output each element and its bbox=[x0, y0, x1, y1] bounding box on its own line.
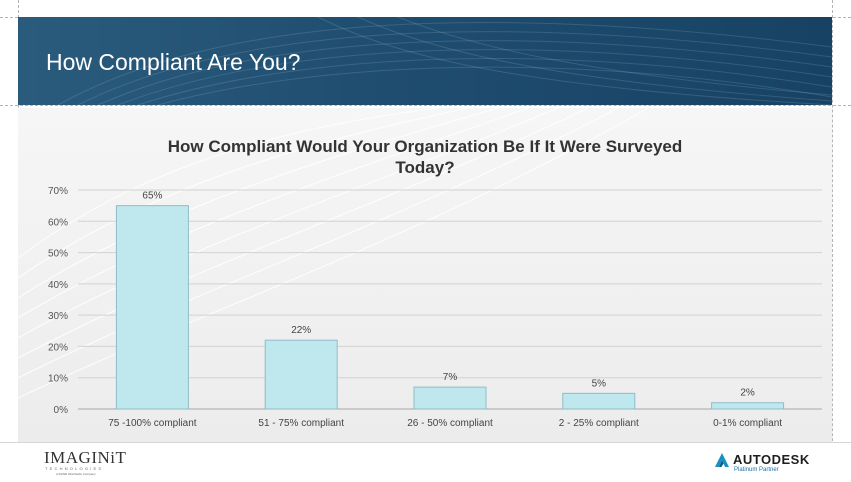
data-label: 65% bbox=[142, 191, 162, 202]
data-label: 2% bbox=[740, 388, 755, 399]
bars bbox=[115, 205, 785, 410]
x-category-label: 26 - 50% compliant bbox=[407, 418, 493, 429]
bar bbox=[711, 402, 785, 410]
x-category-label: 51 - 75% compliant bbox=[258, 418, 344, 429]
autodesk-logo-text: AUTODESK bbox=[733, 452, 810, 467]
data-label: 7% bbox=[443, 372, 458, 383]
data-label: 22% bbox=[291, 325, 311, 336]
bar bbox=[264, 339, 338, 410]
bar-chart: 0% 10% 20% 30% 40% 50% 60% 70% 65% 75 -100% compl… bbox=[48, 186, 822, 429]
bar bbox=[562, 392, 636, 410]
guide-line-right bbox=[832, 0, 833, 481]
banner-swirl-decoration bbox=[57, 17, 832, 105]
grid-lines bbox=[78, 189, 822, 410]
imaginit-logo: IMAGINiT TECHNOLOGIES A RAND Worldwide C… bbox=[44, 448, 127, 477]
autodesk-partner-label: Platinum Partner bbox=[734, 467, 779, 473]
y-tick-label: 20% bbox=[48, 342, 68, 353]
bar bbox=[413, 386, 487, 410]
chart-labels: 0% 10% 20% 30% 40% 50% 60% 70% 65% 75 -100% compl… bbox=[48, 186, 782, 429]
bar bbox=[115, 205, 189, 410]
imaginit-logo-tagline: A RAND Worldwide Company bbox=[56, 472, 96, 476]
x-category-label: 75 -100% compliant bbox=[108, 418, 197, 429]
imaginit-logo-text: IMAGINiT bbox=[44, 448, 127, 467]
imaginit-logo-subtext: TECHNOLOGIES bbox=[45, 466, 104, 471]
guide-line-upper bbox=[0, 105, 851, 106]
autodesk-logo: AUTODESK Platinum Partner bbox=[714, 450, 814, 478]
y-tick-label: 0% bbox=[54, 405, 69, 416]
y-tick-label: 30% bbox=[48, 311, 68, 322]
x-category-label: 2 - 25% compliant bbox=[559, 418, 639, 429]
chart-title-line-2: Today? bbox=[395, 158, 455, 177]
autodesk-a-icon bbox=[715, 453, 729, 467]
slide-title: How Compliant Are You? bbox=[46, 49, 301, 75]
y-tick-label: 50% bbox=[48, 249, 68, 260]
title-banner: How Compliant Are You? bbox=[18, 17, 832, 105]
x-category-label: 0-1% compliant bbox=[713, 418, 782, 429]
y-tick-label: 40% bbox=[48, 280, 68, 291]
chart-title-line-1: How Compliant Would Your Organization Be… bbox=[167, 137, 683, 156]
chart-title: How Compliant Would Your Organization Be… bbox=[18, 136, 832, 178]
y-tick-label: 10% bbox=[48, 374, 68, 385]
data-label: 5% bbox=[592, 378, 607, 389]
footer-bar bbox=[0, 442, 851, 482]
y-tick-label: 60% bbox=[48, 217, 68, 228]
y-tick-label: 70% bbox=[48, 186, 68, 197]
